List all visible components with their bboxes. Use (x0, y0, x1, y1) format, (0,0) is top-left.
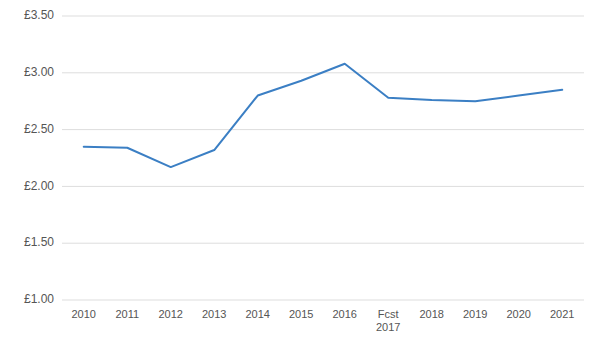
x-tick-label: 2018 (420, 308, 444, 320)
grid (62, 16, 584, 300)
x-tick-label: 2011 (115, 308, 139, 320)
grid-line (62, 300, 584, 301)
x-tick-label: Fcst2017 (376, 308, 400, 333)
chart-container: £1.00£1.50£2.00£2.50£3.00£3.502010201120… (0, 0, 600, 352)
grid-line (62, 243, 584, 244)
y-axis: £1.00 £1.50 £2.00 £2.50 £3.00 £3.50 (24, 8, 54, 306)
x-tick-label: 2020 (507, 308, 531, 320)
x-tick-label: 2012 (159, 308, 183, 320)
grid-line (62, 16, 584, 17)
chart: £1.00£1.50£2.00£2.50£3.00£3.502010201120… (0, 0, 600, 352)
x-tick-label: 2016 (333, 308, 357, 320)
x-tick-label: 2010 (72, 308, 96, 320)
grid-line (62, 186, 584, 187)
x-tick-label: 2014 (246, 308, 270, 320)
x-axis: 2010 2011 2012 2013 2014 2015 2016 Fcst2017 2018… (72, 308, 575, 333)
series (84, 64, 563, 167)
y-tick-label: £1.50 (24, 235, 54, 249)
y-tick-label: £3.50 (24, 8, 54, 22)
x-tick-label: 2019 (463, 308, 487, 320)
grid-line (62, 129, 584, 130)
y-tick-label: £2.00 (24, 179, 54, 193)
x-tick-label: 2015 (289, 308, 313, 320)
x-tick-label: 2013 (202, 308, 226, 320)
y-tick-label: £2.50 (24, 122, 54, 136)
x-tick-label: 2021 (550, 308, 574, 320)
line (84, 64, 563, 167)
y-tick-label: £1.00 (24, 292, 54, 306)
y-tick-label: £3.00 (24, 65, 54, 79)
